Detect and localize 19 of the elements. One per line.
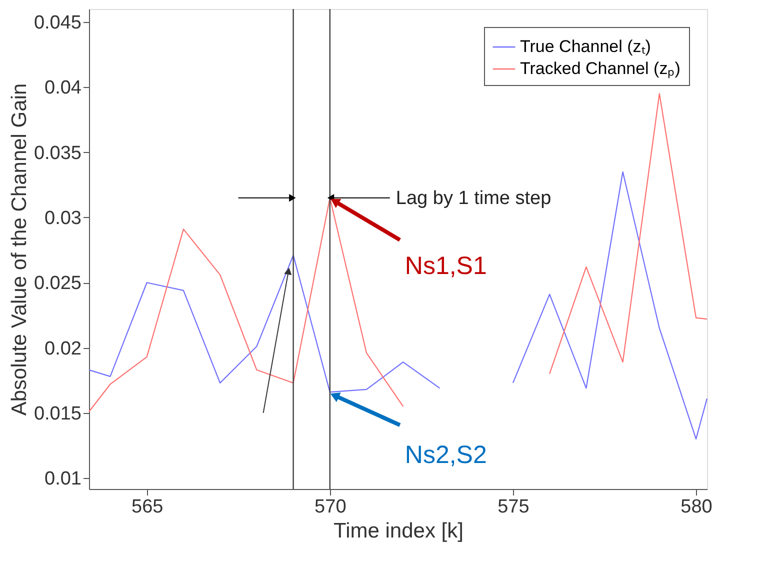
legend-label: True Channel (zₜ)	[520, 37, 651, 56]
x-axis-title: Time index [k]	[334, 520, 464, 542]
x-tick-label: 580	[680, 496, 712, 518]
y-tick-label: 0.045	[34, 12, 82, 34]
y-tick-label: 0.02	[44, 338, 82, 360]
y-tick-label: 0.025	[34, 273, 82, 294]
y-tick-label: 0.04	[44, 78, 82, 99]
y-tick-label: 0.015	[34, 403, 82, 424]
y-tick-label: 0.01	[44, 468, 82, 490]
annotation: Ns2,S2	[404, 441, 487, 470]
y-tick-label: 0.03	[44, 208, 82, 229]
x-tick-label: 575	[498, 496, 530, 518]
x-tick-label: 570	[314, 496, 346, 518]
x-tick-label: 565	[131, 496, 164, 518]
y-axis-title: Absolute Value of the Channel Gain	[8, 83, 31, 416]
annotation: Ns1,S1	[404, 252, 487, 280]
annotation: Lag by 1 time step	[396, 188, 552, 209]
y-tick-label: 0.035	[34, 142, 82, 164]
legend-label: Tracked Channel (zₚ)	[520, 59, 680, 79]
